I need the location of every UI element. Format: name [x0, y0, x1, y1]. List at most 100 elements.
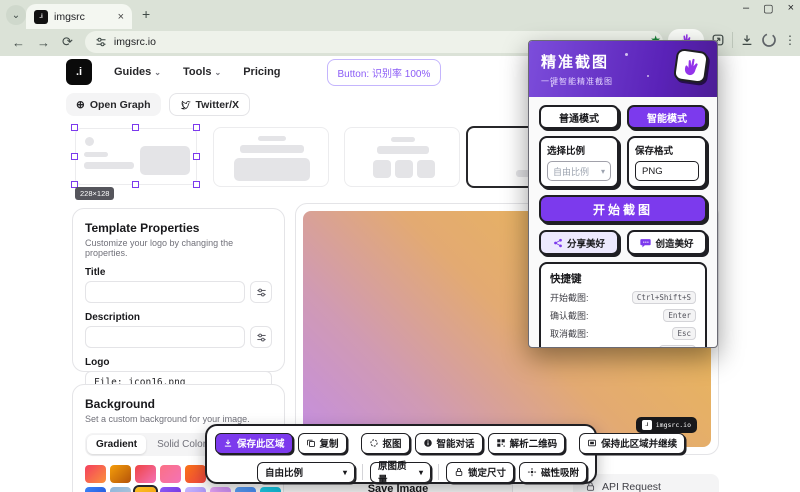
normal-mode-button[interactable]: 普通模式 [539, 105, 619, 129]
title-settings-button[interactable] [250, 281, 272, 303]
sparkle-dot [625, 53, 628, 56]
smart-chat-button[interactable]: 智能对话 [414, 432, 483, 454]
minimize-button[interactable]: – [743, 2, 750, 14]
site-header: .i Guides ⌄ Tools ⌄ Pricing Button: 识别率 10… [0, 56, 800, 88]
browser-tab[interactable]: .i imgsrc × [26, 4, 132, 29]
reload-button[interactable]: ⟳ [62, 34, 73, 49]
recognition-rate-badge: Button: 识别率 100% [326, 58, 442, 86]
skeleton-bar [391, 137, 415, 142]
format-label: 保存格式 [635, 146, 674, 157]
selection-handle[interactable] [132, 181, 139, 188]
gradient-swatch[interactable] [260, 487, 281, 492]
magnetic-snap-button[interactable]: 磁性吸附 [519, 461, 588, 483]
template-properties-panel: Template Properties Customize your logo … [72, 208, 285, 393]
gradient-swatch[interactable] [110, 465, 131, 483]
download-icon[interactable] [740, 33, 754, 47]
gradient-swatch[interactable] [160, 487, 181, 492]
selection-handle[interactable] [193, 181, 200, 188]
download-icon [224, 439, 232, 447]
format-input[interactable]: PNG [635, 161, 699, 181]
skeleton-bar [377, 146, 429, 154]
selection-handle[interactable] [71, 181, 78, 188]
tab-solid-color[interactable]: Solid Color [157, 439, 207, 450]
ratio-dropdown[interactable]: 自由比例 ▾ [547, 161, 611, 181]
shortcut-key: Ctrl+Shift+S [631, 291, 696, 304]
gradient-swatch[interactable] [85, 487, 106, 492]
browser-menu-icon[interactable]: ⋮ [784, 33, 796, 47]
cutout-button[interactable]: 抠图 [360, 432, 410, 454]
shortcut-key: Enter [663, 309, 696, 322]
title-field-label: Title [85, 267, 106, 278]
twitter-x-tab[interactable]: Twitter/X [168, 93, 251, 116]
copy-icon [306, 439, 315, 447]
back-button[interactable]: ← [12, 34, 25, 50]
tab-close-icon[interactable]: × [117, 10, 124, 23]
open-graph-tab[interactable]: ⊕ Open Graph [66, 93, 161, 116]
template-thumbnail-2[interactable] [213, 127, 329, 187]
globe-icon: ⊕ [76, 98, 85, 111]
selection-handle[interactable] [71, 153, 78, 160]
quality-select[interactable]: 原图质量 ▾ [370, 461, 431, 486]
close-button[interactable]: × [787, 2, 794, 14]
keep-region-button[interactable]: 保持此区域并继续 [579, 432, 686, 454]
gradient-swatch[interactable] [133, 485, 158, 492]
nav-guides[interactable]: Guides ⌄ [114, 66, 161, 78]
selection-handle[interactable] [193, 124, 200, 131]
forward-button[interactable]: → [37, 34, 50, 50]
config-row: 选择比例 自由比例 ▾ 保存格式 PNG [539, 136, 707, 188]
nav-pricing[interactable]: Pricing [243, 66, 281, 78]
parse-qr-button[interactable]: 解析二维码 [487, 432, 566, 454]
gradient-swatch[interactable] [85, 465, 106, 483]
window-controls: – ▢ × [743, 2, 794, 15]
toolbar-divider [362, 464, 364, 480]
tab-gradient[interactable]: Gradient [87, 435, 147, 454]
popup-subtitle: 一键智能精准截图 [541, 77, 613, 86]
api-request-button[interactable]: API Request [573, 474, 719, 492]
description-settings-button[interactable] [250, 326, 272, 348]
skeleton-bar [258, 136, 286, 141]
lock-size-button[interactable]: 锁定尺寸 [445, 461, 514, 483]
address-bar[interactable]: imgsrc.io [84, 31, 663, 53]
skeleton-bar [240, 145, 304, 153]
ratio-select[interactable]: 自由比例 ▾ [257, 461, 356, 483]
tab-search-button[interactable]: ⌄ [6, 5, 26, 25]
template-thumbnail-1[interactable] [75, 128, 197, 185]
selection-handle[interactable] [132, 124, 139, 131]
sliders-icon [256, 288, 266, 296]
skeleton-rect [234, 158, 310, 181]
gradient-swatch[interactable] [160, 465, 181, 483]
nav-tools[interactable]: Tools ⌄ [183, 66, 222, 78]
selection-handle[interactable] [193, 153, 200, 160]
gradient-swatch[interactable] [185, 487, 206, 492]
caret-down-icon: ▾ [343, 467, 348, 477]
hand-extension-icon [684, 58, 698, 75]
smart-mode-button[interactable]: 智能模式 [627, 105, 707, 129]
title-input[interactable] [85, 281, 245, 303]
region-icon [588, 439, 596, 447]
gradient-swatch[interactable] [110, 487, 131, 492]
gradient-swatch[interactable] [135, 465, 156, 483]
share-button[interactable]: 分享美好 [539, 230, 619, 255]
copy-button[interactable]: 复制 [297, 432, 347, 454]
selection-handle[interactable] [71, 124, 78, 131]
template-thumbnail-3[interactable] [344, 127, 460, 187]
maximize-button[interactable]: ▢ [763, 3, 774, 15]
site-logo[interactable]: .i [66, 59, 92, 85]
skeleton-rect [417, 160, 435, 178]
gradient-swatch[interactable] [185, 465, 206, 483]
format-card: 保存格式 PNG [627, 136, 707, 188]
new-tab-button[interactable]: + [142, 6, 151, 22]
profile-icon[interactable] [761, 32, 777, 48]
start-capture-button[interactable]: 开始截图 [539, 195, 707, 223]
save-region-button[interactable]: 保存此区域 [215, 432, 293, 454]
toolbar-divider [438, 464, 439, 480]
skeleton-rect [395, 160, 413, 178]
caret-down-icon: ▾ [600, 166, 605, 176]
create-button[interactable]: 创造美好 [627, 230, 707, 255]
shortcut-label: 复制: [550, 345, 571, 347]
logo-field-label: Logo [85, 357, 110, 368]
description-input[interactable] [85, 326, 245, 348]
gradient-swatch[interactable] [210, 487, 231, 492]
lock-icon [586, 482, 595, 491]
gradient-swatch[interactable] [235, 487, 256, 492]
